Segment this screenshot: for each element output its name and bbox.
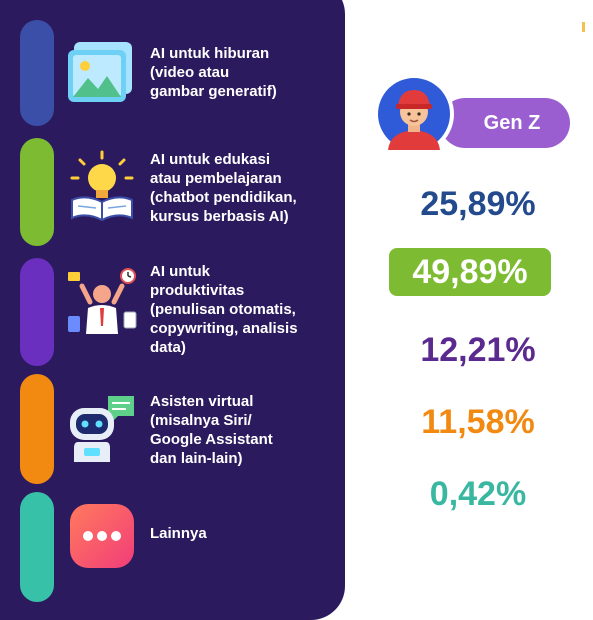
category-label-edukasi: AI untuk edukasi atau pembelajaran (chat… (150, 150, 338, 226)
category-bar-hiburan (20, 20, 54, 126)
category-label-hiburan: AI untuk hiburan (video atau gambar gene… (150, 44, 338, 101)
category-label-produktivitas: AI untuk produktivitas (penulisan otomat… (150, 262, 338, 357)
value-edukasi: 25,89% (420, 185, 536, 223)
landscape-image-icon (68, 42, 132, 102)
category-label-lainnya: Lainnya (150, 524, 338, 543)
label-line: data) (150, 339, 186, 356)
label-line: gambar generatif) (150, 83, 277, 100)
label-line: copywriting, analisis (150, 320, 298, 337)
label-line: (misalnya Siri/ (150, 412, 252, 429)
avatar-frame (374, 74, 454, 154)
label-line: dan lain-lain) (150, 450, 243, 467)
label-line: AI untuk (150, 263, 210, 280)
corner-accent (582, 22, 585, 32)
label-line: (video atau (150, 64, 230, 81)
label-line: kursus berbasis AI) (150, 208, 289, 225)
label-line: AI untuk hiburan (150, 45, 270, 62)
category-bar-edukasi (20, 138, 54, 246)
category-bar-produktivitas (20, 258, 54, 366)
label-line: produktivitas (150, 282, 245, 299)
multitasking-person-icon (68, 268, 137, 334)
generation-label-pill: Gen Z (440, 98, 570, 148)
value-produktivitas-highlighted: 49,89% (389, 248, 551, 296)
category-label-asisten: Asisten virtual (misalnya Siri/ Google A… (150, 392, 338, 468)
category-bar-lainnya (20, 492, 54, 602)
value-asisten: 12,21% (420, 331, 536, 369)
label-line: (penulisan otomatis, (150, 301, 296, 318)
value-lainnya: 11,58% (421, 403, 535, 441)
label-line: Lainnya (150, 525, 207, 542)
label-line: (chatbot pendidikan, (150, 189, 297, 206)
lightbulb-book-icon (70, 150, 134, 222)
more-dots-icon (70, 504, 134, 568)
value-extra: 0,42% (429, 475, 527, 513)
label-line: atau pembelajaran (150, 170, 282, 187)
boy-red-cap-avatar-icon (378, 78, 450, 150)
label-line: Google Assistant (150, 431, 273, 448)
category-bar-asisten (20, 374, 54, 484)
category-panel (0, 0, 345, 620)
robot-assistant-icon (70, 396, 134, 462)
label-line: Asisten virtual (150, 393, 254, 410)
label-line: AI untuk edukasi (150, 151, 271, 168)
